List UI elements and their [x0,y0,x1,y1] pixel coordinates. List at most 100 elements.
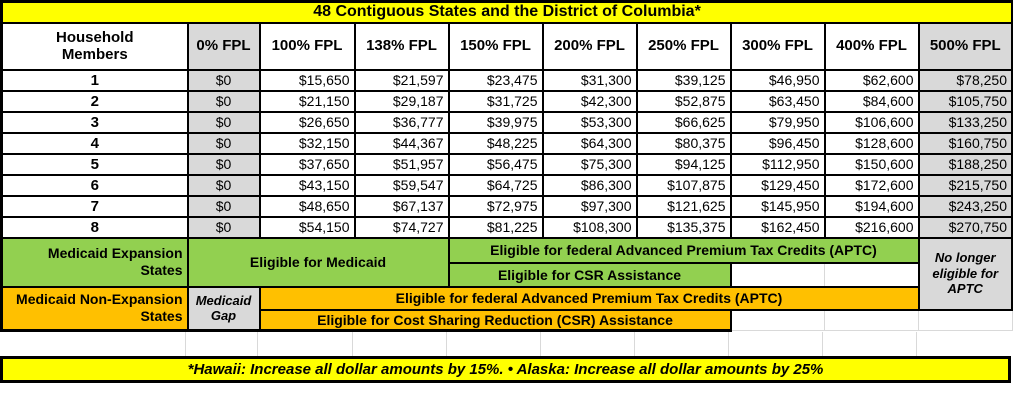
spacer-cell [917,332,1011,356]
fpl-100-value-cell: $26,650 [258,110,356,134]
table-row: 6 $0 $43,150 $59,547 $64,725 $86,300 $10… [0,173,1013,197]
fpl-500-value-cell: $215,750 [917,173,1013,197]
household-members-cell: 6 [0,173,189,197]
non-expansion-states-row-2: Eligible for Cost Sharing Reduction (CSR… [2,308,1013,332]
spacer-cell [635,332,729,356]
spacer-cell [353,332,447,356]
expansion-states-label: Medicaid Expansion States [0,236,189,288]
fpl-500-value-cell: $133,250 [917,110,1013,134]
fpl-100-value-cell: $15,650 [258,68,356,92]
fpl-200-value-cell: $108,300 [541,215,638,239]
fpl-138-value-cell: $74,727 [353,215,450,239]
empty-cell-500b [918,309,1013,331]
fpl-100-value-cell: $32,150 [258,131,356,155]
expansion-medicaid-cell: Eligible for Medicaid [186,236,450,288]
spacer-cell [729,332,823,356]
fpl-100-value-cell: $21,150 [258,89,356,113]
table-row: 8 $0 $54,150 $74,727 $81,225 $108,300 $1… [0,215,1013,239]
household-members-cell: 2 [0,89,189,113]
footnote-bar: *Hawaii: Increase all dollar amounts by … [0,356,1011,383]
empty-cell-400b [824,309,919,331]
spacer-cell [447,332,541,356]
fpl-150-value-cell: $39,975 [447,110,544,134]
column-header-household-label: Household Members [56,28,134,63]
fpl-300-value-cell: $96,450 [729,131,826,155]
fpl-300-value-cell: $79,950 [729,110,826,134]
fpl-0-value-cell: $0 [186,152,261,176]
fpl-300-value-cell: $46,950 [729,68,826,92]
household-members-cell: 5 [0,152,189,176]
fpl-500-value-cell: $243,250 [917,194,1013,218]
medicaid-gap-cell: Medicaid Gap [186,285,261,332]
fpl-0-value-cell: $0 [186,194,261,218]
non-expansion-states-label: Medicaid Non-Expansion States [0,285,189,332]
column-header-household: Household Members [0,21,189,71]
fpl-138-value-cell: $51,957 [353,152,450,176]
empty-cell-300 [730,262,825,287]
fpl-income-table: 48 Contiguous States and the District of… [0,0,1013,332]
fpl-500-value-cell: $78,250 [917,68,1013,92]
fpl-300-value-cell: $112,950 [729,152,826,176]
fpl-200-value-cell: $75,300 [541,152,638,176]
spacer-cell [258,332,353,356]
fpl-150-value-cell: $81,225 [447,215,544,239]
no-longer-aptc-cell: No longer eligible for APTC [917,236,1013,311]
spacer-cell [541,332,635,356]
household-members-cell: 7 [0,194,189,218]
fpl-500-value-cell: $160,750 [917,131,1013,155]
fpl-0-value-cell: $0 [186,173,261,197]
column-header-fpl-400: 400% FPL [823,21,920,71]
fpl-150-value-cell: $64,725 [447,173,544,197]
column-header-fpl-300: 300% FPL [729,21,826,71]
table-row: 1 $0 $15,650 $21,597 $23,475 $31,300 $39… [0,68,1013,92]
household-members-cell: 3 [0,110,189,134]
table-row: 7 $0 $48,650 $67,137 $72,975 $97,300 $12… [0,194,1013,218]
fpl-150-value-cell: $48,225 [447,131,544,155]
fpl-500-value-cell: $188,250 [917,152,1013,176]
fpl-200-value-cell: $31,300 [541,68,638,92]
fpl-150-value-cell: $72,975 [447,194,544,218]
data-rows-section: 1 $0 $15,650 $21,597 $23,475 $31,300 $39… [0,68,1013,239]
fpl-300-value-cell: $129,450 [729,173,826,197]
fpl-138-value-cell: $59,547 [353,173,450,197]
fpl-250-value-cell: $135,375 [635,215,732,239]
fpl-500-value-cell: $270,750 [917,215,1013,239]
fpl-200-value-cell: $86,300 [541,173,638,197]
fpl-250-value-cell: $39,125 [635,68,732,92]
fpl-100-value-cell: $37,650 [258,152,356,176]
fpl-400-value-cell: $84,600 [823,89,920,113]
expansion-aptc-cell: Eligible for federal Advanced Premium Ta… [447,236,920,264]
fpl-200-value-cell: $97,300 [541,194,638,218]
fpl-138-value-cell: $67,137 [353,194,450,218]
column-header-fpl-200: 200% FPL [541,21,638,71]
fpl-100-value-cell: $48,650 [258,194,356,218]
empty-cell-400 [824,262,919,287]
fpl-100-value-cell: $43,150 [258,173,356,197]
column-header-fpl-250: 250% FPL [635,21,732,71]
fpl-250-value-cell: $94,125 [635,152,732,176]
header-row: Household Members 0% FPL 100% FPL 138% F… [0,21,1013,71]
fpl-400-value-cell: $172,600 [823,173,920,197]
title-row: 48 Contiguous States and the District of… [0,0,1013,24]
column-header-fpl-100: 100% FPL [258,21,356,71]
spacer-cell [186,332,258,356]
fpl-138-value-cell: $44,367 [353,131,450,155]
fpl-250-value-cell: $121,625 [635,194,732,218]
fpl-400-value-cell: $216,600 [823,215,920,239]
column-header-fpl-138: 138% FPL [353,21,450,71]
fpl-400-value-cell: $106,600 [823,110,920,134]
fpl-200-value-cell: $53,300 [541,110,638,134]
page-title: 48 Contiguous States and the District of… [0,0,1013,24]
fpl-300-value-cell: $145,950 [729,194,826,218]
expansion-csr-cell: Eligible for CSR Assistance [447,261,732,288]
non-expansion-aptc-cell: Eligible for federal Advanced Premium Ta… [258,285,920,311]
fpl-250-value-cell: $80,375 [635,131,732,155]
expansion-states-row-1: Medicaid Expansion States Eligible for M… [0,236,1013,311]
eligibility-section: Medicaid Expansion States Eligible for M… [0,236,1013,332]
column-header-fpl-500: 500% FPL [917,21,1013,71]
fpl-300-value-cell: $63,450 [729,89,826,113]
fpl-250-value-cell: $52,875 [635,89,732,113]
fpl-250-value-cell: $66,625 [635,110,732,134]
table-row: 3 $0 $26,650 $36,777 $39,975 $53,300 $66… [0,110,1013,134]
fpl-400-value-cell: $150,600 [823,152,920,176]
